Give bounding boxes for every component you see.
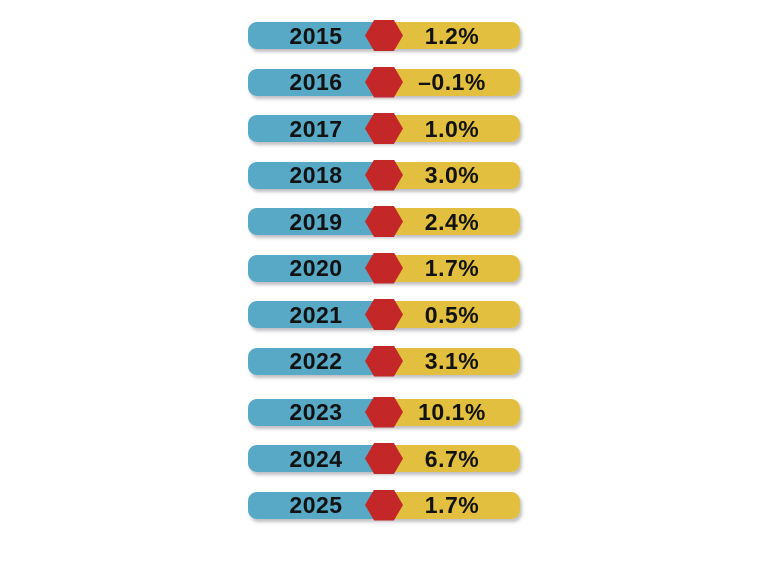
hexagon-icon <box>365 345 403 377</box>
value-segment: –0.1% <box>384 68 520 96</box>
year-pill: 2017 1.0% <box>248 115 520 142</box>
year-row: 2022 3.1% <box>248 345 520 377</box>
value-segment: 0.5% <box>384 301 520 328</box>
value-label: 3.0% <box>424 162 480 188</box>
value-segment: 3.1% <box>384 347 520 375</box>
year-label: 2017 <box>289 115 343 142</box>
value-segment: 6.7% <box>384 445 520 472</box>
value-label: 6.7% <box>424 445 480 472</box>
year-pill: 2016 –0.1% <box>248 68 520 96</box>
hexagon-icon <box>365 20 403 51</box>
year-segment: 2017 <box>248 115 384 142</box>
year-label: 2021 <box>289 301 343 328</box>
year-label: 2023 <box>289 399 343 425</box>
year-pill: 2022 3.1% <box>248 347 520 375</box>
year-segment: 2020 <box>248 254 384 282</box>
value-segment: 1.0% <box>384 115 520 142</box>
year-pill: 2020 1.7% <box>248 254 520 282</box>
year-row: 2024 6.7% <box>248 443 520 474</box>
year-pill: 2021 0.5% <box>248 301 520 328</box>
year-segment: 2018 <box>248 161 384 189</box>
value-label: 10.1% <box>418 399 486 425</box>
year-row: 2015 1.2% <box>248 20 520 51</box>
value-label: 1.2% <box>424 22 480 49</box>
year-row: 2025 1.7% <box>248 489 520 521</box>
year-row: 2021 0.5% <box>248 299 520 330</box>
value-label: 1.7% <box>424 255 480 281</box>
year-segment: 2021 <box>248 301 384 328</box>
year-segment: 2025 <box>248 491 384 519</box>
year-segment: 2024 <box>248 445 384 472</box>
year-segment: 2023 <box>248 398 384 426</box>
hexagon-icon <box>365 113 403 144</box>
year-row: 2018 3.0% <box>248 159 520 191</box>
year-segment: 2016 <box>248 68 384 96</box>
year-label: 2022 <box>289 348 343 374</box>
value-label: 1.7% <box>424 492 480 518</box>
year-label: 2019 <box>289 208 343 235</box>
year-label: 2015 <box>289 22 343 49</box>
year-pill: 2025 1.7% <box>248 491 520 519</box>
year-row: 2020 1.7% <box>248 252 520 284</box>
year-pill: 2024 6.7% <box>248 445 520 472</box>
value-segment: 1.7% <box>384 491 520 519</box>
hexagon-icon <box>365 206 403 237</box>
value-label: 1.0% <box>424 115 480 142</box>
year-row: 2016 –0.1% <box>248 66 520 98</box>
hexagon-icon <box>365 252 403 284</box>
year-segment: 2022 <box>248 347 384 375</box>
value-label: 3.1% <box>424 348 480 374</box>
value-segment: 10.1% <box>384 398 520 426</box>
value-segment: 2.4% <box>384 208 520 235</box>
year-row: 2017 1.0% <box>248 113 520 144</box>
value-segment: 3.0% <box>384 161 520 189</box>
chart-rows: 2015 1.2% 2016 –0.1% 2017 1.0% <box>248 0 520 521</box>
year-pill: 2018 3.0% <box>248 161 520 189</box>
hexagon-icon <box>365 489 403 521</box>
hexagon-icon <box>365 159 403 191</box>
value-label: 2.4% <box>424 208 480 235</box>
value-label: 0.5% <box>424 301 480 328</box>
year-label: 2016 <box>289 69 343 95</box>
year-pill: 2015 1.2% <box>248 22 520 49</box>
year-segment: 2019 <box>248 208 384 235</box>
value-segment: 1.2% <box>384 22 520 49</box>
year-label: 2020 <box>289 255 343 281</box>
hexagon-icon <box>365 443 403 474</box>
year-row: 2023 10.1% <box>248 396 520 428</box>
hexagon-icon <box>365 299 403 330</box>
year-row: 2019 2.4% <box>248 206 520 237</box>
year-segment: 2015 <box>248 22 384 49</box>
year-label: 2024 <box>289 445 343 472</box>
hexagon-icon <box>365 66 403 98</box>
hexagon-icon <box>365 396 403 428</box>
value-label: –0.1% <box>418 69 486 95</box>
year-label: 2018 <box>289 162 343 188</box>
value-segment: 1.7% <box>384 254 520 282</box>
year-pill: 2019 2.4% <box>248 208 520 235</box>
year-label: 2025 <box>289 492 343 518</box>
year-pill: 2023 10.1% <box>248 398 520 426</box>
